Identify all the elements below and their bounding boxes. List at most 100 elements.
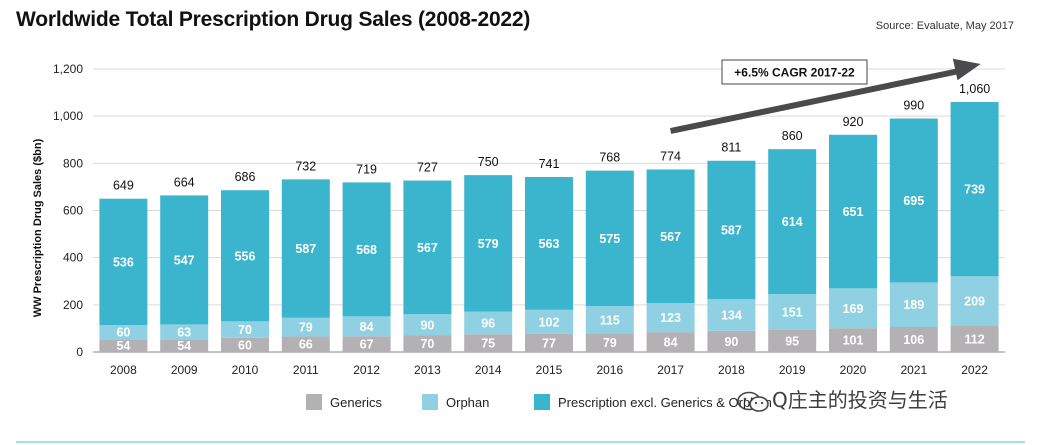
cagr-arrow-shaft (669, 66, 968, 134)
bar-segment-prescription (99, 198, 148, 326)
bar-segment-orphan (160, 324, 209, 340)
data-label: 84 (360, 320, 374, 334)
total-label: 811 (721, 141, 741, 155)
data-label: 90 (724, 335, 738, 349)
total-label: 774 (660, 149, 681, 163)
total-label: 664 (174, 175, 195, 189)
bar-segment-orphan (768, 293, 817, 330)
x-tick-label: 2022 (961, 363, 988, 377)
total-label: 727 (417, 161, 438, 175)
bar-segment-prescription (829, 134, 877, 289)
data-label: 614 (782, 215, 803, 229)
data-label: 209 (964, 294, 985, 308)
source-note: Source: Evaluate, May 2017 (875, 20, 1014, 32)
data-label: 66 (299, 338, 313, 352)
data-label: 112 (965, 332, 985, 346)
total-label: 741 (539, 157, 560, 171)
data-label: 79 (299, 321, 313, 335)
data-label: 95 (785, 334, 799, 348)
data-label: 84 (664, 336, 678, 350)
watermark: Q庄主的投资与生活 (736, 384, 948, 413)
total-label: 732 (295, 159, 316, 173)
x-tick-label: 2011 (293, 363, 319, 377)
bar-segment-prescription (525, 177, 573, 310)
data-label: 568 (356, 243, 377, 257)
y-tick-label: 200 (63, 298, 83, 312)
x-tick-label: 2020 (840, 363, 867, 377)
data-label: 189 (903, 298, 924, 312)
legend-swatch (306, 394, 322, 410)
bar-segment-generics (585, 333, 634, 352)
bar-segment-generics (342, 336, 391, 352)
data-label: 567 (660, 230, 681, 244)
wechat-logo-icon (737, 391, 769, 412)
data-label: 536 (113, 255, 134, 269)
data-label: 70 (420, 337, 434, 351)
cagr-arrow-head (952, 58, 981, 81)
total-label: 750 (478, 155, 499, 169)
total-label: 719 (356, 162, 377, 176)
y-tick-label: 400 (63, 251, 83, 265)
data-label: 63 (177, 325, 191, 339)
x-tick-label: 2013 (414, 363, 441, 377)
x-tick-label: 2019 (779, 363, 806, 377)
data-label: 77 (542, 336, 556, 350)
bar-segment-generics (464, 334, 513, 352)
bar-segment-orphan (342, 316, 391, 337)
bar-segment-generics (646, 332, 695, 352)
bar-segment-orphan (221, 321, 269, 338)
data-label: 115 (600, 313, 620, 327)
data-label: 567 (417, 241, 438, 255)
total-label: 1,060 (959, 82, 990, 96)
bar-segment-generics (889, 327, 938, 352)
bar-segment-prescription (281, 179, 330, 318)
data-label: 739 (964, 183, 985, 197)
x-tick-label: 2009 (171, 363, 198, 377)
x-tick-label: 2016 (596, 363, 623, 377)
bar-segment-generics (221, 337, 269, 352)
bottom-divider (16, 441, 1025, 443)
data-label: 75 (481, 337, 495, 351)
bar-segment-generics (829, 328, 877, 352)
bar-segment-orphan (403, 314, 452, 336)
x-tick-label: 2015 (536, 363, 563, 377)
x-tick-label: 2008 (110, 363, 137, 377)
data-label: 169 (843, 302, 864, 316)
data-label: 575 (599, 232, 620, 246)
bar-segment-orphan (525, 309, 573, 334)
bar-segment-orphan (585, 306, 634, 334)
data-label: 123 (660, 311, 681, 325)
data-label: 67 (360, 338, 374, 352)
bar-segment-orphan (707, 299, 756, 331)
total-label: 649 (113, 179, 134, 193)
bar-segment-prescription (464, 175, 513, 312)
data-label: 556 (235, 249, 256, 263)
data-label: 151 (782, 305, 803, 319)
bar-segment-orphan (829, 288, 877, 329)
data-label: 547 (174, 253, 195, 267)
data-label: 587 (721, 223, 742, 237)
data-label: 54 (116, 339, 130, 353)
bar-segment-prescription (950, 102, 999, 277)
bar-segment-orphan (464, 311, 513, 335)
data-label: 79 (603, 336, 617, 350)
total-label: 990 (903, 99, 924, 113)
bar-segment-generics (950, 325, 999, 352)
bar-segment-prescription (585, 170, 634, 307)
data-label: 106 (903, 333, 924, 347)
bar-segment-generics (160, 339, 209, 352)
data-label: 90 (420, 318, 434, 332)
legend-swatch (534, 394, 550, 410)
bar-segment-generics (525, 333, 573, 352)
y-tick-label: 800 (63, 156, 83, 170)
bar-segment-orphan (889, 282, 938, 328)
x-tick-label: 2014 (475, 363, 502, 377)
page-title: Worldwide Total Prescription Drug Sales … (16, 8, 531, 31)
bar-segment-orphan (646, 303, 695, 333)
legend-label: Generics (330, 395, 383, 410)
bar-segment-prescription (403, 180, 452, 315)
total-label: 768 (599, 151, 620, 165)
data-label: 60 (116, 326, 130, 340)
data-label: 695 (903, 194, 924, 208)
x-tick-label: 2017 (657, 363, 684, 377)
